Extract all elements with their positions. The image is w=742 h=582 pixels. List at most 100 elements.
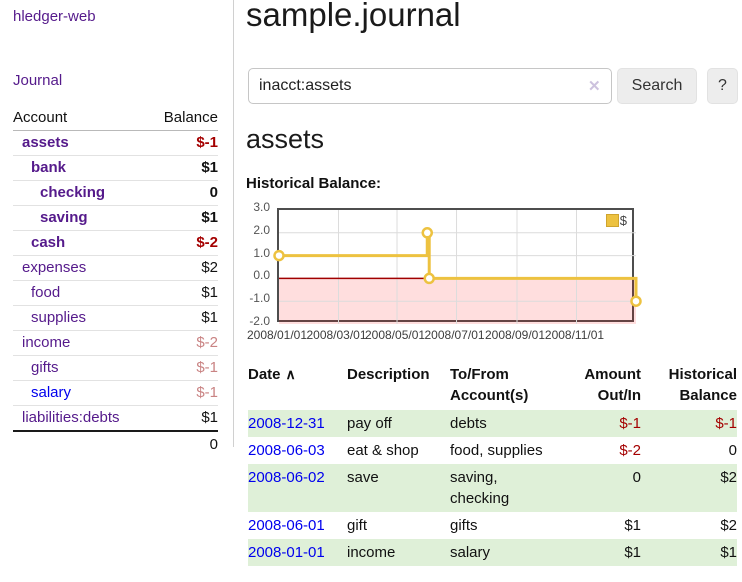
transaction-accounts: food, supplies	[450, 442, 543, 459]
transaction-description: pay off	[347, 415, 392, 432]
account-balance: $1	[148, 305, 218, 331]
transaction-date-link[interactable]: 2008-06-03	[248, 442, 325, 459]
data-point-marker	[630, 295, 642, 307]
transaction-balance: $2	[720, 517, 737, 534]
transaction-amount: $-1	[619, 415, 641, 432]
data-point-marker	[421, 227, 434, 239]
account-link[interactable]: cash	[31, 234, 66, 251]
historical-balance-chart: $ 3.0 2.0 1.0 0.0 -1.0 -2.0 2008/01/01 2008/03/…	[240, 200, 720, 345]
account-row: expenses $2	[13, 255, 218, 281]
data-point-marker	[423, 272, 435, 285]
app-title-link[interactable]: hledger-web	[13, 8, 96, 25]
account-balance: $-1	[196, 134, 218, 151]
account-link[interactable]: checking	[40, 184, 106, 201]
transaction-row: 2008-06-01 gift gifts $1 $2	[248, 512, 737, 539]
legend-swatch	[605, 214, 619, 227]
account-row: bank $1	[13, 155, 218, 181]
account-link[interactable]: liabilities:debts	[22, 409, 120, 426]
account-balance: $2	[148, 255, 218, 281]
y-tick-label: 0.0	[253, 268, 270, 283]
account-balance: $1	[148, 280, 218, 306]
account-balance: $-1	[148, 355, 218, 381]
x-tick-label: 2008/11/01	[544, 328, 605, 342]
account-link[interactable]: assets	[22, 134, 69, 151]
account-balance: $-2	[148, 330, 218, 356]
data-point-marker	[273, 249, 285, 262]
account-link[interactable]: food	[31, 284, 61, 301]
transaction-date-link[interactable]: 2008-06-01	[248, 517, 325, 534]
transaction-amount: $1	[624, 544, 641, 561]
transaction-description: eat & shop	[347, 442, 419, 459]
transaction-accounts: saving, checking	[450, 469, 510, 507]
account-balance: $1	[148, 205, 218, 231]
search-input[interactable]	[248, 68, 612, 104]
y-tick-label: 1.0	[253, 245, 270, 260]
search-button[interactable]: Search	[617, 68, 697, 104]
account-link[interactable]: supplies	[31, 309, 87, 326]
account-balance: $-1	[148, 380, 218, 406]
transactions-table: Date ∧ Description To/From Account(s) Amo…	[248, 362, 737, 566]
page-title: sample.journal	[246, 0, 461, 33]
account-link[interactable]: bank	[31, 159, 67, 176]
col-header-accounts: To/From Account(s)	[450, 366, 529, 404]
accounts-table: Account Balance assets $-1 bank $1	[13, 106, 218, 457]
sort-asc-icon: ∧	[285, 366, 296, 382]
transactions-header-row: Date ∧ Description To/From Account(s) Amo…	[248, 362, 737, 410]
transaction-amount: $-2	[619, 442, 641, 459]
x-tick-label: 2008/05/01	[364, 328, 426, 342]
chart-legend: $	[604, 213, 628, 228]
account-row: cash $-2	[13, 230, 218, 256]
transaction-description: save	[347, 469, 379, 486]
transaction-row: 2008-01-01 income salary $1 $1	[248, 539, 737, 566]
account-link[interactable]: salary	[31, 384, 72, 401]
x-tick-label: 2008/09/01	[484, 328, 546, 342]
chart-plot-area: $	[273, 208, 642, 324]
account-balance: 0	[148, 180, 218, 206]
accounts-total: 0	[148, 430, 218, 457]
transaction-amount: $1	[624, 517, 641, 534]
account-link[interactable]: gifts	[31, 359, 59, 376]
account-row: income $-2	[13, 330, 218, 356]
account-link[interactable]: expenses	[22, 259, 87, 276]
account-link[interactable]: saving	[40, 209, 88, 226]
transaction-accounts: gifts	[450, 517, 478, 534]
account-link[interactable]: income	[22, 334, 71, 351]
transaction-row: 2008-06-03 eat & shop food, supplies $-2…	[248, 437, 737, 464]
transaction-date-link[interactable]: 2008-12-31	[248, 415, 325, 432]
sidebar-item-journal[interactable]: Journal	[13, 72, 63, 89]
transaction-balance: $1	[720, 544, 737, 561]
x-tick-label: 2008/01/01	[246, 328, 308, 342]
x-tick-label: 2008/07/01	[424, 328, 485, 342]
account-row: food $1	[13, 280, 218, 306]
transaction-date-link[interactable]: 2008-01-01	[248, 544, 325, 561]
x-tick-label: 2008/03/01	[306, 328, 367, 342]
account-row: gifts $-1	[13, 355, 218, 381]
account-row: salary $-1	[13, 380, 218, 406]
account-heading: assets	[246, 124, 325, 154]
transaction-balance: $2	[720, 469, 737, 486]
transaction-date-link[interactable]: 2008-06-02	[248, 469, 325, 486]
search-help-button[interactable]: ?	[707, 68, 738, 104]
transaction-accounts: debts	[450, 415, 487, 432]
account-balance: $1	[148, 405, 218, 431]
transaction-description: gift	[347, 517, 368, 534]
transaction-accounts: salary	[450, 544, 491, 561]
col-header-amount: Amount Out/In	[584, 366, 641, 404]
accounts-header-balance: Balance	[148, 106, 218, 131]
accounts-header-account: Account	[13, 106, 148, 131]
sidebar-divider	[233, 0, 234, 447]
legend-label: $	[619, 213, 627, 228]
clear-search-icon[interactable]: ✕	[588, 78, 601, 95]
transaction-balance: 0	[728, 442, 737, 459]
col-header-balance: Historical Balance	[668, 366, 737, 404]
chart-svg	[273, 210, 642, 324]
transaction-row: 2008-06-02 save saving, checking 0 $2	[248, 464, 737, 512]
account-row: checking 0	[13, 180, 218, 206]
col-header-date[interactable]: Date ∧	[248, 366, 296, 383]
account-row: supplies $1	[13, 305, 218, 331]
account-balance: $1	[148, 155, 218, 181]
transaction-amount: 0	[632, 469, 641, 486]
account-balance: $-2	[148, 230, 218, 256]
transaction-balance: $-1	[715, 415, 737, 432]
